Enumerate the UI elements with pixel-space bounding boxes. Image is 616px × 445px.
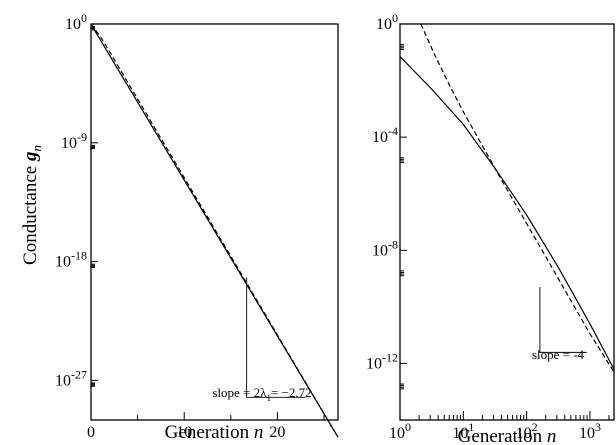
right-x-axis-title: Generation n: [458, 426, 557, 445]
solid-series-line: [399, 56, 615, 370]
left-x-axis-title: Generation n: [165, 422, 264, 443]
x-tick-label: 0: [87, 424, 95, 441]
y-tick-label: 100: [65, 11, 87, 33]
left-y-ticks: 100 10-9 10-18 10-27: [55, 11, 98, 389]
slope-triangle: [246, 277, 306, 398]
y-tick-label: 10-18: [55, 249, 87, 271]
left-plot-frame: [90, 23, 339, 421]
dashed-series-line: [420, 23, 615, 373]
right-plot-frame: [399, 23, 615, 421]
right-x-ticks: 100 101 102 103: [389, 411, 610, 442]
x-tick-label: 101: [452, 420, 474, 442]
y-tick-label: 100: [376, 11, 398, 33]
y-axis-title: Conductance gn: [20, 145, 44, 265]
x-tick-label: 20: [269, 424, 285, 441]
x-tick-label: 10: [176, 424, 192, 441]
slope-triangle: [539, 287, 587, 353]
right-series: [399, 23, 615, 373]
left-series: [90, 23, 339, 438]
y-tick-label: 10-27: [55, 367, 87, 389]
right-slope-annotation: slope = -4: [532, 287, 587, 362]
left-panel: 100 10-9 10-18 10-27 0 10 20 slope = 2λ1= −2.…: [55, 11, 339, 443]
y-tick-label: 10-12: [366, 350, 398, 372]
x-tick-label: 102: [516, 420, 538, 442]
left-slope-annotation: slope = 2λ1= −2.72: [212, 277, 312, 403]
x-tick-label: 100: [389, 420, 411, 442]
right-y-ticks: 100 10-4 10-8 10-12: [366, 11, 407, 390]
slope-label: slope = 2λ1= −2.72: [212, 385, 311, 403]
right-panel: 100 10-4 10-8 10-12 100 101 102 103 slope = -4…: [366, 11, 615, 445]
x-tick-label: 103: [579, 420, 601, 442]
y-tick-label: 10-4: [372, 124, 398, 146]
svg-text:Conductance gn: Conductance gn: [20, 145, 44, 265]
y-tick-label: 10-9: [61, 130, 87, 152]
y-tick-label: 10-8: [372, 237, 398, 259]
dashed-series-line: [90, 23, 339, 438]
left-x-ticks: 0 10 20: [87, 412, 325, 441]
slope-label: slope = -4: [532, 347, 585, 362]
